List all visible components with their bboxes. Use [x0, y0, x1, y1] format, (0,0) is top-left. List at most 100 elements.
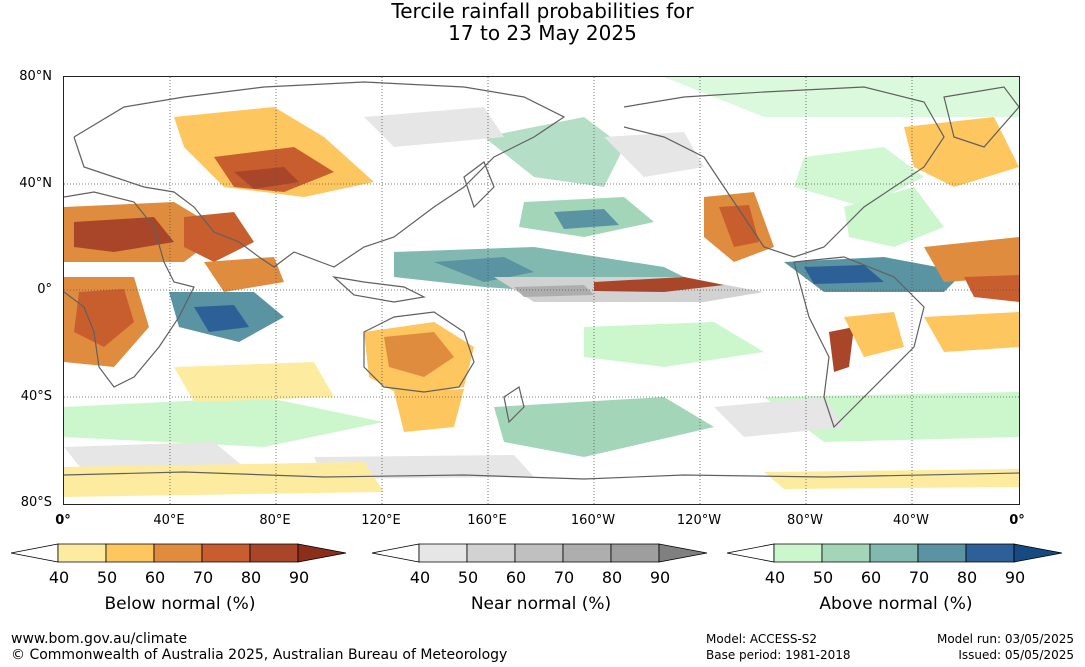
map-title-line-1: Tercile rainfall probabilities for — [391, 0, 694, 23]
colorbar-tick: 50 — [457, 568, 479, 587]
above-normal-arctic — [664, 77, 1019, 117]
colorbar-segment — [105, 543, 155, 563]
colorbar-tick: 90 — [649, 568, 671, 587]
lon-label-0-right: 0° — [1009, 513, 1025, 528]
colorbar-above-normal — [726, 543, 1063, 563]
above-normal-south-pacific — [584, 322, 764, 367]
colorbar-segment — [610, 543, 660, 563]
below-normal-equatorial-pacific-strip — [594, 277, 724, 292]
colorbar-tick: 60 — [860, 568, 882, 587]
lat-label-0: 0° — [37, 282, 52, 297]
below-normal-africa-core — [74, 289, 134, 347]
below-normal-australia-core — [384, 332, 454, 377]
above-normal-west-pacific-core — [434, 257, 534, 282]
colorbar-segment — [965, 543, 1015, 563]
lat-label-40s: 40°S — [20, 389, 52, 404]
colorbar-segment — [869, 543, 919, 563]
colorbar-segment — [418, 543, 468, 563]
lat-label-80n: 80°N — [19, 69, 52, 84]
lat-label-40n: 40°N — [19, 176, 52, 191]
below-normal-atlantic-west-africa — [924, 237, 1019, 282]
colorbar-tick: 70 — [908, 568, 930, 587]
below-normal-mexico-core — [719, 205, 759, 247]
colorbar-tick: 50 — [812, 568, 834, 587]
colorbar-segment — [773, 543, 823, 563]
below-normal-south-australia-ocean — [394, 389, 464, 432]
below-normal-southern-band — [64, 462, 384, 497]
below-normal-north-america-east — [904, 117, 1019, 187]
near-normal-equator-core — [514, 285, 594, 297]
below-normal-arabia-core — [74, 217, 174, 252]
website-link[interactable]: www.bom.gov.au/climate — [11, 631, 188, 647]
below-normal-south-indian-ocean — [174, 362, 334, 402]
lon-label-40w: 40°W — [893, 513, 929, 528]
colorbar-left-tip — [10, 543, 59, 563]
colorbar-tick: 50 — [96, 568, 118, 587]
colorbar-segment — [249, 543, 299, 563]
colorbar-tick: 80 — [240, 568, 262, 587]
above-normal-north-america — [844, 187, 944, 247]
lon-label-80e: 80°E — [259, 513, 291, 528]
lon-label-120e: 120°E — [361, 513, 401, 528]
coast-north-america — [623, 86, 945, 258]
colorbar-tick: 90 — [288, 568, 310, 587]
colorbar-tick: 40 — [48, 568, 70, 587]
colorbar-segment — [562, 543, 612, 563]
colorbar-left-tip — [726, 543, 775, 563]
colorbar-tick: 70 — [553, 568, 575, 587]
model-run-date: Model run: 03/05/2025 — [936, 632, 1074, 646]
above-normal-field — [64, 77, 1019, 457]
colorbar-tick: 60 — [505, 568, 527, 587]
coast-south-america — [793, 256, 925, 429]
colorbar-left-tip — [371, 543, 420, 563]
colorbar-segment — [821, 543, 871, 563]
lon-label-80w: 80°W — [787, 513, 823, 528]
above-normal-central-pacific-core — [554, 209, 619, 229]
colorbar-segment — [466, 543, 516, 563]
rainfall-probability-map — [63, 76, 1020, 505]
lon-label-0-left: 0° — [55, 513, 71, 528]
lon-label-120w: 120°W — [676, 513, 722, 528]
near-normal-high-north — [364, 107, 504, 147]
colorbar-tick: 60 — [144, 568, 166, 587]
colorbar-below-normal-title: Below normal (%) — [104, 594, 256, 614]
above-normal-south-ocean-1 — [64, 397, 384, 447]
colorbar-segment — [514, 543, 564, 563]
above-normal-north-atlantic — [794, 147, 924, 207]
coastlines — [64, 81, 1019, 480]
colorbar-below-normal — [10, 543, 347, 563]
issued-date: Issued: 05/05/2025 — [958, 648, 1074, 662]
base-period: Base period: 1981-2018 — [706, 648, 851, 662]
above-normal-south-ocean-2 — [494, 397, 714, 457]
below-normal-arabian-peninsula — [184, 212, 254, 262]
colorbar-near-normal-title: Near normal (%) — [470, 594, 612, 614]
coast-greenland — [943, 86, 1019, 148]
coast-africa — [64, 191, 195, 388]
coast-eurasia — [73, 81, 566, 268]
graticule — [64, 77, 1019, 504]
colorbar-near-normal — [371, 543, 708, 563]
colorbar-segment — [153, 543, 203, 563]
below-normal-field — [64, 107, 1019, 497]
colorbar-tick: 90 — [1004, 568, 1026, 587]
coast-antarctica — [64, 471, 1019, 480]
model-name: Model: ACCESS-S2 — [706, 632, 818, 646]
colorbar-segment — [201, 543, 251, 563]
below-normal-south-atlantic — [924, 312, 1019, 352]
colorbar-segment — [57, 543, 107, 563]
map-title-line-2: 17 to 23 May 2025 — [448, 21, 637, 45]
below-normal-central-asia-peak — [234, 167, 299, 189]
above-normal-south-america-core — [804, 265, 884, 284]
colorbar-right-tip — [658, 543, 708, 563]
below-normal-brazil — [844, 312, 904, 357]
below-normal-south-america-coast — [829, 327, 854, 372]
below-normal-antarctic-east — [764, 469, 1019, 489]
colorbar-tick: 70 — [192, 568, 214, 587]
colorbar-tick: 80 — [601, 568, 623, 587]
coast-indonesia — [332, 276, 426, 303]
colorbar-tick: 40 — [764, 568, 786, 587]
below-normal-atlantic-core — [964, 275, 1019, 302]
lat-label-80s: 80°S — [20, 495, 52, 510]
above-normal-indian-ocean-core — [194, 305, 249, 332]
lon-label-160w: 160°W — [570, 513, 616, 528]
